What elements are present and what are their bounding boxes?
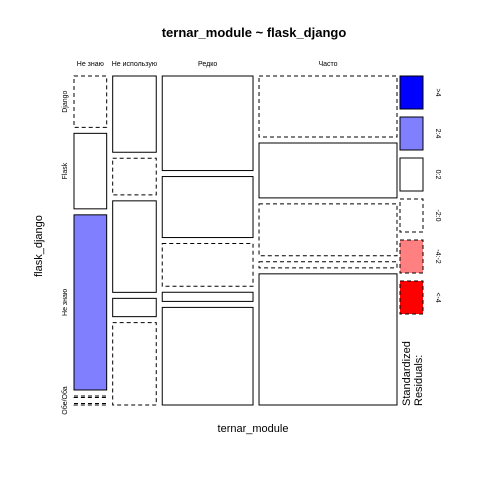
mosaic-cell-c1-django	[112, 75, 157, 153]
mosaic-cell-c1-c2	[112, 200, 157, 293]
mosaic-cell-c2-django	[161, 75, 254, 172]
x-tick-labels: Не знаю Не использую Редко Часто	[77, 61, 338, 68]
mosaic-cell-c0-c3	[73, 395, 108, 398]
y-axis-label: flask_django	[33, 215, 45, 277]
legend-label-5: <-4	[434, 292, 441, 302]
mosaic-cell-c1-flask	[112, 157, 157, 196]
mosaic-cell-c0-c2	[73, 214, 108, 391]
mosaic-cell-c2-c2	[161, 243, 254, 287]
legend-swatch-0	[399, 75, 424, 110]
mosaic-cell-c3-flask	[258, 142, 398, 199]
mosaic-cell-c0-c4	[73, 402, 108, 406]
mosaic-cell-c1-c4	[112, 322, 157, 406]
mosaic-cell-c2-c3	[161, 291, 254, 302]
y-tick-label-2: Не знаю	[62, 289, 69, 316]
legend-title-line-1: Standardized	[401, 341, 413, 406]
legend-swatch-1	[399, 116, 424, 151]
x-tick-label-c2: Редко	[198, 61, 217, 68]
legend-swatch-3	[399, 198, 424, 233]
legend-label-4: -4:-2	[434, 249, 441, 264]
mosaic-cell-c3-django	[258, 75, 398, 138]
y-tick-label-1: Flask	[62, 162, 69, 179]
legend-label-3: -2:0	[434, 209, 441, 221]
x-tick-label-c0: Не знаю	[77, 61, 104, 68]
legend-label-1: 2:4	[434, 129, 441, 139]
legend: >4 2:4 0:2 -2:0 -4:-2 <-4	[399, 75, 441, 315]
x-tick-label-c1: Не использую	[112, 61, 157, 68]
legend-swatch-5	[399, 280, 424, 315]
y-tick-label-0: Django	[62, 91, 69, 113]
y-tick-labels: Django Flask Не знаю Обе/Оба	[61, 91, 69, 415]
legend-title-line-2: Residuals:	[413, 355, 425, 406]
mosaic-cell-c3-c4	[258, 273, 398, 406]
mosaic-cell-c2-flask	[161, 176, 254, 239]
x-axis-label: ternar_module	[218, 423, 289, 435]
y-tick-label-3: Обе/Оба	[61, 386, 69, 415]
mosaic-cell-c0-flask	[73, 132, 108, 210]
mosaic-cell-c2-c4	[161, 306, 254, 406]
mosaic-cell-c3-c3	[258, 261, 398, 269]
legend-swatch-4	[399, 239, 424, 274]
mosaic-cells	[73, 75, 398, 406]
mosaic-cell-c1-c3	[112, 297, 157, 318]
mosaic-cell-c0-django	[73, 75, 108, 128]
x-tick-label-c3: Часто	[318, 61, 337, 68]
mosaic-cell-c3-c2	[258, 203, 398, 257]
legend-label-0: >4	[434, 89, 441, 97]
legend-label-2: 0:2	[434, 170, 441, 180]
legend-swatch-2	[399, 157, 424, 192]
chart-title: ternar_module ~ flask_django	[162, 25, 347, 40]
